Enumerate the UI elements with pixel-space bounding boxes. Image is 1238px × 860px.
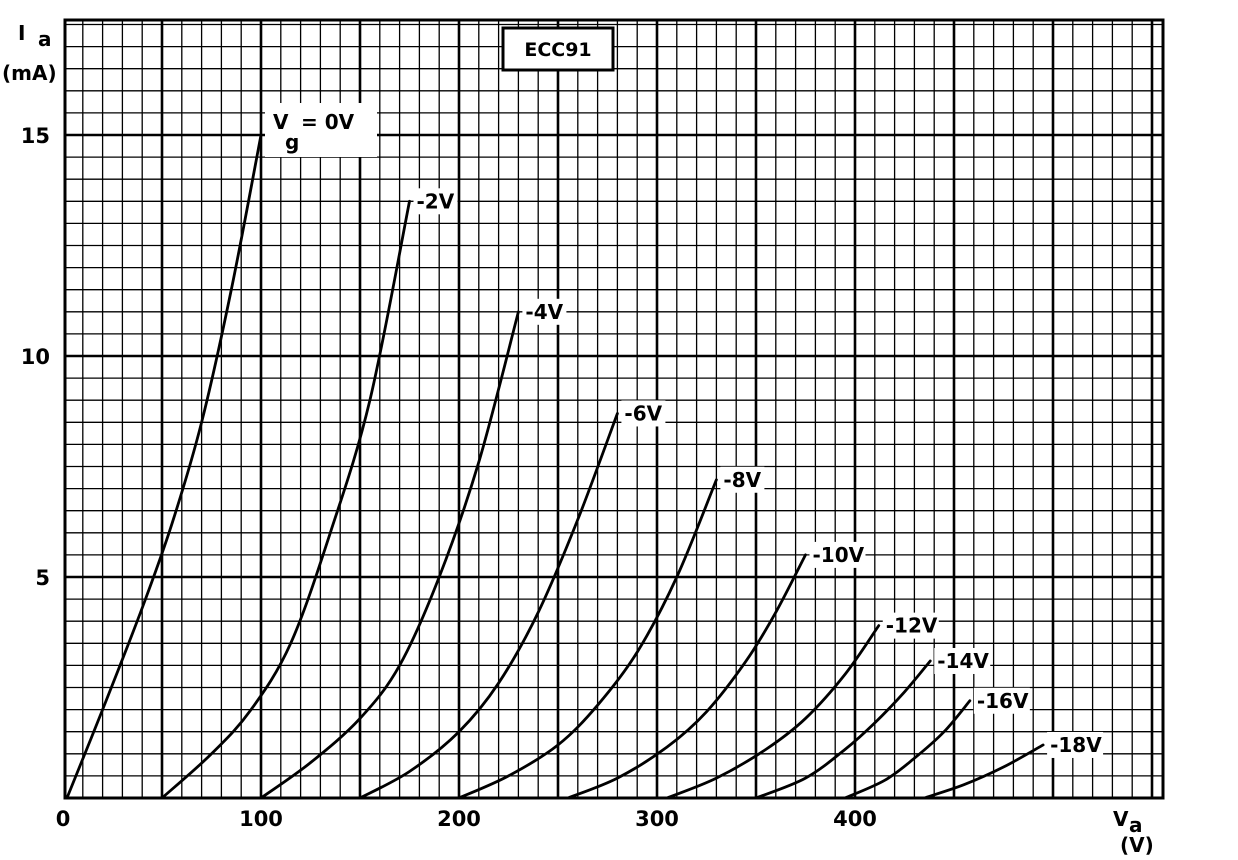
curve-label-18v: -18V (1050, 733, 1102, 757)
chart-title: ECC91 (524, 39, 591, 61)
curves (65, 133, 1045, 798)
curve-vg-2v (160, 199, 411, 798)
curve-label-vg0-rest: = 0V (301, 110, 355, 134)
curve-label-16v: -16V (977, 689, 1029, 713)
x-axis-label-sub: a (1129, 813, 1143, 837)
y-axis-label: I (18, 21, 25, 45)
curve-vg-4v (259, 310, 520, 798)
curve-label-vg0-sub: g (285, 130, 299, 154)
label-bg-2v (413, 188, 458, 215)
curve-vg-12v (665, 624, 881, 798)
curve-label-14v: -14V (937, 649, 989, 673)
y-axis-unit: (mA) (2, 61, 57, 85)
y-tick-label: 10 (21, 345, 50, 369)
curve-label-4v: -4V (525, 300, 563, 324)
x-tick-label: 200 (437, 807, 481, 831)
y-tick-label: 5 (35, 566, 50, 590)
curve-vg-6v (358, 412, 619, 798)
title-box (501, 26, 615, 72)
x-tick-label: 0 (56, 807, 71, 831)
label-bg-14v (934, 647, 991, 674)
label-bg-12v (882, 612, 939, 639)
x-tick-label: 400 (833, 807, 877, 831)
y-tick-label: 15 (21, 124, 50, 148)
label-bg-4v (522, 298, 567, 325)
curve-vg-16v (843, 699, 972, 798)
grid (63, 18, 1165, 800)
label-bg-10v (809, 541, 866, 568)
curve-vg-vg0v (65, 133, 263, 798)
curve-label-12v: -12V (886, 614, 938, 638)
curve-vg-18v (922, 743, 1045, 798)
curve-label-vg0: V (273, 110, 289, 134)
labels: Vg= 0V -2V -4V -6V -8V -10V -12V -14V -16V -18V EC… (2, 21, 1154, 857)
label-bg-6v (621, 400, 666, 427)
curve-vg-10v (566, 553, 807, 798)
y-axis-label-sub: a (38, 27, 52, 51)
curve-label-8v: -8V (723, 468, 761, 492)
curve-vg-14v (754, 659, 932, 798)
x-axis-unit: (V) (1120, 833, 1154, 857)
curve-label-10v: -10V (813, 543, 865, 567)
curve-label-6v: -6V (624, 401, 662, 425)
label-bg-8v (720, 466, 765, 493)
x-tick-label: 300 (635, 807, 679, 831)
curve-vg-8v (457, 478, 718, 798)
plot-frame (63, 18, 1165, 800)
x-axis-label: V (1113, 807, 1129, 831)
curve-label-2v: -2V (417, 189, 455, 213)
x-tick-label: 100 (239, 807, 283, 831)
label-bg-18v (1047, 731, 1104, 758)
label-bg-vg0 (265, 103, 377, 157)
label-bg-16v (973, 687, 1030, 714)
